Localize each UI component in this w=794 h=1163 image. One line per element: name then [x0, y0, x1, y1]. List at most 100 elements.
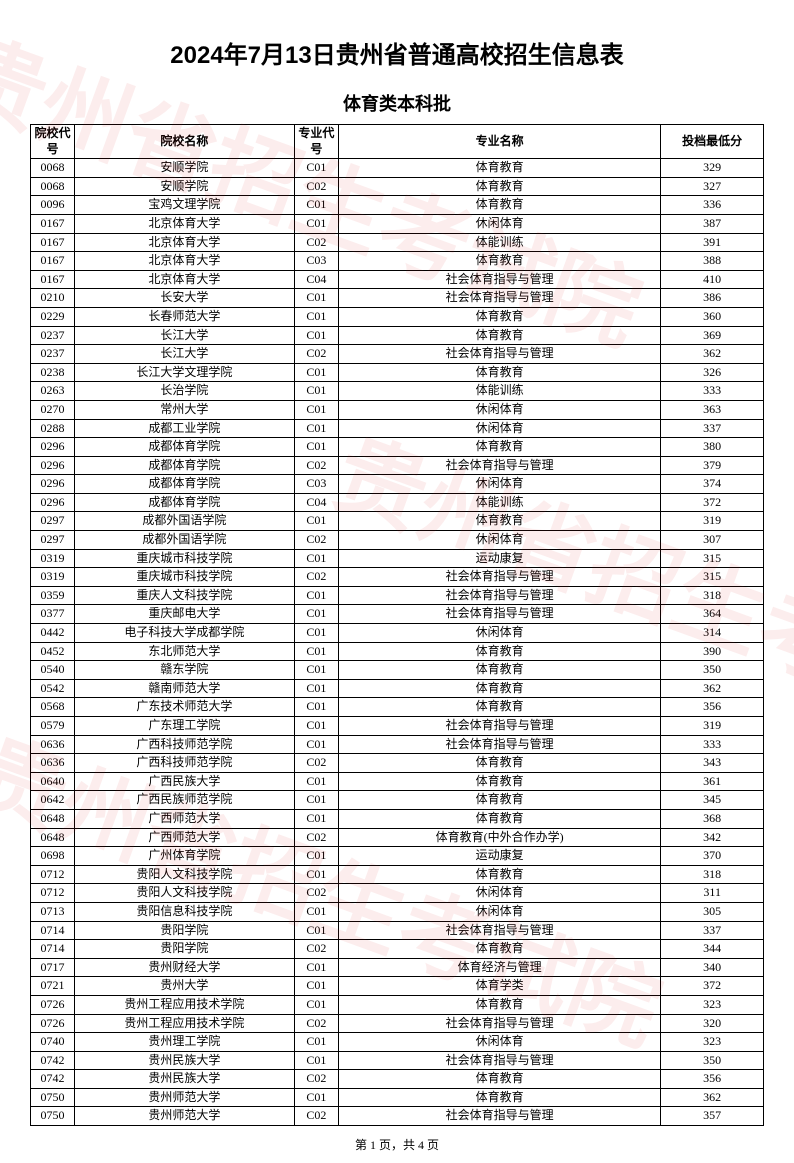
- table-cell: 0210: [31, 289, 75, 308]
- table-row: 0714贵阳学院C01社会体育指导与管理337: [31, 921, 764, 940]
- table-cell: 成都外国语学院: [74, 512, 294, 531]
- table-cell: 休闲体育: [338, 531, 661, 550]
- table-cell: 休闲体育: [338, 214, 661, 233]
- table-cell: 315: [661, 549, 764, 568]
- table-cell: 345: [661, 791, 764, 810]
- table-cell: 0167: [31, 252, 75, 271]
- table-cell: C02: [294, 940, 338, 959]
- table-cell: C02: [294, 568, 338, 587]
- table-cell: 长治学院: [74, 382, 294, 401]
- table-cell: 0750: [31, 1088, 75, 1107]
- table-cell: 体育学类: [338, 977, 661, 996]
- table-row: 0579广东理工学院C01社会体育指导与管理319: [31, 717, 764, 736]
- table-cell: 340: [661, 958, 764, 977]
- table-cell: 0542: [31, 679, 75, 698]
- table-cell: 体育教育: [338, 177, 661, 196]
- table-cell: 广西师范大学: [74, 809, 294, 828]
- table-cell: 休闲体育: [338, 624, 661, 643]
- table-row: 0167北京体育大学C02体能训练391: [31, 233, 764, 252]
- table-row: 0648广西师范大学C02体育教育(中外合作办学)342: [31, 828, 764, 847]
- table-cell: C01: [294, 605, 338, 624]
- table-row: 0640广西民族大学C01体育教育361: [31, 772, 764, 791]
- table-cell: 0579: [31, 717, 75, 736]
- table-cell: 体育教育: [338, 1070, 661, 1089]
- table-cell: 0377: [31, 605, 75, 624]
- table-cell: 0712: [31, 865, 75, 884]
- table-cell: 成都体育学院: [74, 475, 294, 494]
- table-cell: 体育教育: [338, 196, 661, 215]
- table-cell: 长江大学: [74, 326, 294, 345]
- table-cell: C01: [294, 865, 338, 884]
- table-cell: C01: [294, 902, 338, 921]
- table-cell: 社会体育指导与管理: [338, 735, 661, 754]
- table-cell: 贵阳人文科技学院: [74, 884, 294, 903]
- table-cell: C02: [294, 884, 338, 903]
- table-cell: 东北师范大学: [74, 642, 294, 661]
- table-cell: 北京体育大学: [74, 214, 294, 233]
- table-cell: 305: [661, 902, 764, 921]
- table-row: 0712贵阳人文科技学院C01体育教育318: [31, 865, 764, 884]
- table-cell: C03: [294, 475, 338, 494]
- table-cell: 0648: [31, 828, 75, 847]
- table-cell: 318: [661, 586, 764, 605]
- table-cell: 0740: [31, 1033, 75, 1052]
- table-cell: 常州大学: [74, 400, 294, 419]
- table-cell: C01: [294, 159, 338, 178]
- table-cell: C02: [294, 456, 338, 475]
- table-cell: C01: [294, 772, 338, 791]
- table-cell: 0568: [31, 698, 75, 717]
- table-cell: 体育教育: [338, 865, 661, 884]
- col-header-major: 专业名称: [338, 125, 661, 159]
- table-cell: 广西科技师范学院: [74, 754, 294, 773]
- table-row: 0540赣东学院C01体育教育350: [31, 661, 764, 680]
- table-row: 0297成都外国语学院C02休闲体育307: [31, 531, 764, 550]
- table-row: 0717贵州财经大学C01体育经济与管理340: [31, 958, 764, 977]
- table-cell: 0263: [31, 382, 75, 401]
- table-cell: 成都体育学院: [74, 493, 294, 512]
- table-cell: 体育教育: [338, 512, 661, 531]
- table-cell: 体育教育: [338, 326, 661, 345]
- table-cell: 350: [661, 661, 764, 680]
- col-header-score: 投档最低分: [661, 125, 764, 159]
- table-row: 0742贵州民族大学C01社会体育指导与管理350: [31, 1051, 764, 1070]
- table-cell: 327: [661, 177, 764, 196]
- table-cell: 休闲体育: [338, 419, 661, 438]
- table-cell: C01: [294, 921, 338, 940]
- table-cell: C01: [294, 382, 338, 401]
- table-cell: 0540: [31, 661, 75, 680]
- table-cell: 北京体育大学: [74, 233, 294, 252]
- table-cell: 0712: [31, 884, 75, 903]
- table-cell: 体育教育: [338, 995, 661, 1014]
- table-row: 0726贵州工程应用技术学院C01体育教育323: [31, 995, 764, 1014]
- table-cell: 0636: [31, 754, 75, 773]
- table-cell: C01: [294, 307, 338, 326]
- table-row: 0297成都外国语学院C01体育教育319: [31, 512, 764, 531]
- table-cell: 369: [661, 326, 764, 345]
- table-row: 0452东北师范大学C01体育教育390: [31, 642, 764, 661]
- table-cell: C01: [294, 438, 338, 457]
- table-cell: 0238: [31, 363, 75, 382]
- table-cell: 336: [661, 196, 764, 215]
- table-cell: 0319: [31, 568, 75, 587]
- table-cell: 379: [661, 456, 764, 475]
- table-cell: 社会体育指导与管理: [338, 345, 661, 364]
- table-cell: 0359: [31, 586, 75, 605]
- table-row: 0642广西民族师范学院C01体育教育345: [31, 791, 764, 810]
- table-row: 0237长江大学C01体育教育369: [31, 326, 764, 345]
- table-row: 0742贵州民族大学C02体育教育356: [31, 1070, 764, 1089]
- table-cell: 0296: [31, 475, 75, 494]
- table-cell: 323: [661, 1033, 764, 1052]
- table-cell: 广西科技师范学院: [74, 735, 294, 754]
- table-cell: 赣南师范大学: [74, 679, 294, 698]
- table-row: 0229长春师范大学C01体育教育360: [31, 307, 764, 326]
- table-cell: C01: [294, 549, 338, 568]
- table-cell: 体育教育: [338, 754, 661, 773]
- table-cell: C01: [294, 735, 338, 754]
- table-cell: 广东理工学院: [74, 717, 294, 736]
- table-cell: 体育教育(中外合作办学): [338, 828, 661, 847]
- table-header-row: 院校代号 院校名称 专业代号 专业名称 投档最低分: [31, 125, 764, 159]
- table-cell: 0636: [31, 735, 75, 754]
- table-cell: 体育教育: [338, 159, 661, 178]
- table-row: 0296成都体育学院C01体育教育380: [31, 438, 764, 457]
- table-row: 0167北京体育大学C01休闲体育387: [31, 214, 764, 233]
